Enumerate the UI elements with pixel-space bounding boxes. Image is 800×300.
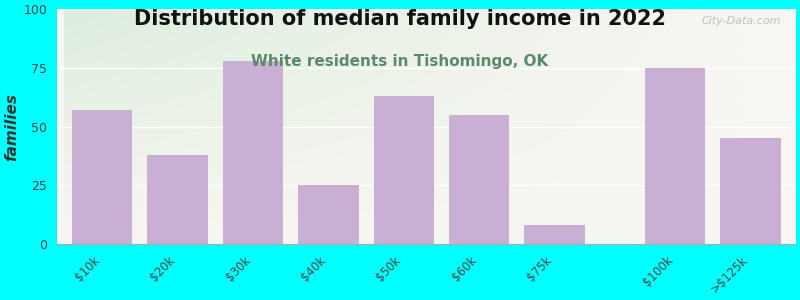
Bar: [524, 225, 585, 244]
Bar: [374, 96, 434, 244]
Bar: [721, 138, 781, 244]
Bar: [449, 115, 510, 244]
Bar: [298, 185, 358, 244]
Bar: [223, 61, 283, 244]
Text: Distribution of median family income in 2022: Distribution of median family income in …: [134, 9, 666, 29]
Y-axis label: families: families: [4, 93, 19, 160]
Bar: [147, 155, 208, 244]
Bar: [72, 110, 132, 244]
Text: City-Data.com: City-Data.com: [702, 16, 781, 26]
Text: White residents in Tishomingo, OK: White residents in Tishomingo, OK: [251, 54, 549, 69]
Bar: [645, 68, 706, 244]
